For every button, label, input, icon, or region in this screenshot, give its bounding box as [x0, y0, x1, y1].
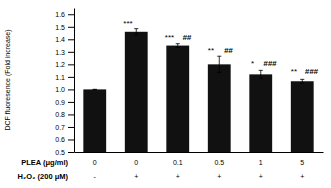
y-tick: 1.0	[55, 86, 74, 93]
category-label: +	[259, 173, 263, 180]
y-tick-label: 0.7	[55, 124, 65, 131]
error-bar-stem	[260, 70, 261, 78]
error-bar	[134, 29, 138, 35]
bar	[166, 46, 189, 152]
y-tick: 1.4	[55, 36, 74, 43]
bar	[291, 81, 314, 152]
y-tick-label: 0.8	[55, 111, 65, 118]
error-bar-stem	[219, 56, 220, 72]
bar	[208, 64, 231, 152]
error-bar-cap	[300, 83, 304, 84]
star-annotation: **	[291, 67, 297, 76]
bar	[125, 32, 148, 152]
y-tick: 1.1	[55, 74, 74, 81]
y-tick-label: 1.4	[55, 36, 65, 43]
y-tick-mark	[68, 152, 74, 153]
error-bar-cap	[176, 43, 180, 44]
error-bar-cap	[259, 78, 263, 79]
category-label: 0	[134, 159, 138, 166]
error-bar	[259, 70, 263, 78]
x-axis	[75, 152, 324, 153]
error-bar-cap	[93, 89, 97, 90]
error-bar-cap	[93, 89, 97, 90]
category-rows: 0 0 0.1 0.5 1 5 PLEA (μg/ml) - + + + + + H₂O₂ (200 μM…	[18, 158, 305, 181]
star-annotation: **	[208, 46, 214, 55]
y-axis: 0.5 0.6 0.7 0.8 0.9 1.0 1.1 1.2 1.3 1.4 1.5 1.6	[55, 9, 74, 156]
y-tick-mark	[68, 127, 74, 128]
chart: 0.50.60.70.80.91.01.11.21.31.41.51.6****…	[0, 0, 331, 188]
y-tick-mark	[68, 52, 74, 53]
star-annotation: ***	[165, 33, 174, 42]
row-label: PLEA (μg/ml)	[21, 158, 68, 167]
category-label: -	[94, 173, 97, 180]
error-bar-cap	[134, 28, 138, 29]
y-tick-mark	[68, 64, 74, 65]
category-label: +	[300, 173, 304, 180]
y-tick-mark	[68, 27, 74, 28]
y-axis-title: DCF fluoresence (Fold increase)	[4, 29, 12, 130]
error-bar	[176, 44, 180, 48]
marks	[83, 29, 313, 152]
y-tick: 1.5	[55, 24, 74, 31]
y-tick-label: 0.5	[55, 149, 65, 156]
category-label: +	[217, 173, 221, 180]
y-tick-mark	[68, 102, 74, 103]
bar	[249, 74, 272, 152]
category-label: 0.1	[173, 159, 183, 166]
error-bar-stem	[136, 29, 137, 35]
row-label: H₂O₂ (200 μM)	[18, 172, 69, 181]
y-tick-mark	[68, 114, 74, 115]
error-bar-cap	[217, 72, 221, 73]
y-tick-mark	[68, 14, 74, 15]
error-bar-cap	[134, 34, 138, 35]
y-tick-mark	[68, 89, 74, 90]
annotations: ***********##########	[123, 19, 318, 76]
hash-annotation: ##	[182, 33, 191, 42]
y-tick: 0.5	[55, 149, 74, 156]
error-bar-stem	[302, 79, 303, 83]
category-label: 0	[93, 159, 97, 166]
y-tick-label: 1.1	[55, 74, 65, 81]
error-bar-cap	[176, 47, 180, 48]
bar	[83, 89, 106, 152]
hash-annotation: ###	[305, 67, 319, 76]
y-tick: 1.3	[55, 49, 74, 56]
hash-annotation: ###	[263, 59, 277, 68]
y-tick-label: 1.2	[55, 61, 65, 68]
hash-annotation: ##	[224, 46, 233, 55]
star-annotation: *	[251, 59, 254, 68]
y-tick-label: 1.3	[55, 49, 65, 56]
y-axis-line	[74, 9, 75, 153]
y-tick: 0.8	[55, 111, 74, 118]
y-tick: 0.6	[55, 136, 74, 143]
category-label: 0.5	[214, 159, 224, 166]
category-label: 1	[259, 159, 263, 166]
y-tick-mark	[68, 77, 74, 78]
y-tick-mark	[68, 39, 74, 40]
y-tick-label: 0.6	[55, 136, 65, 143]
error-bar	[217, 56, 221, 72]
x-axis-line	[75, 152, 324, 153]
category-label: +	[176, 173, 180, 180]
category-label: +	[134, 173, 138, 180]
category-label: 5	[300, 159, 304, 166]
y-tick-label: 1.5	[55, 24, 65, 31]
error-bar-cap	[259, 70, 263, 71]
y-tick-label: 0.9	[55, 99, 65, 106]
error-bar	[93, 89, 97, 90]
error-bar-stem	[177, 44, 178, 48]
y-tick-label: 1.6	[55, 11, 65, 18]
y-tick: 1.2	[55, 61, 74, 68]
y-tick: 0.7	[55, 124, 74, 131]
error-bar-cap	[300, 79, 304, 80]
star-annotation: ***	[123, 19, 132, 28]
y-tick: 0.9	[55, 99, 74, 106]
plot: 0.50.60.70.80.91.01.11.21.31.41.51.6****…	[4, 9, 324, 188]
y-tick-label: 1.0	[55, 86, 65, 93]
error-bar-cap	[217, 56, 221, 57]
y-tick: 1.6	[55, 11, 74, 18]
error-bar	[300, 79, 304, 83]
y-tick-mark	[68, 139, 74, 140]
